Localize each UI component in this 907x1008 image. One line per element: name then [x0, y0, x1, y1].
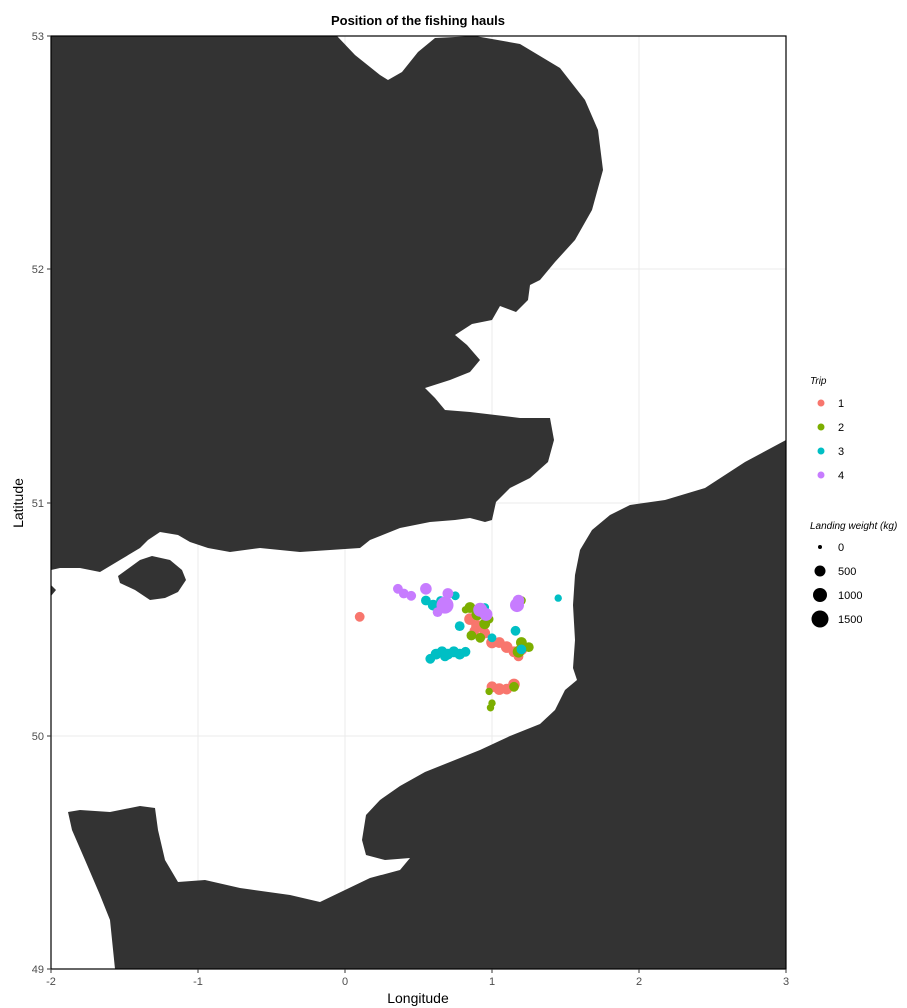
haul-point-trip-4 [420, 583, 432, 595]
haul-point-trip-2 [485, 687, 493, 696]
haul-point-trip-4 [406, 590, 417, 601]
haul-point-trip-2 [516, 637, 527, 648]
x-tick-label: 2 [636, 976, 642, 988]
haul-point-trip-3 [440, 651, 450, 662]
legend-key-trip-4 [817, 471, 825, 479]
chart-title: Position of the fishing hauls [331, 13, 505, 28]
haul-point-trip-3 [510, 625, 521, 636]
haul-point-trip-2 [461, 606, 470, 614]
legend-weight: Landing weight (kg) 0 500 1000 1500 [810, 521, 897, 628]
x-tick-label: -2 [46, 976, 56, 988]
legend-key-weight-1500 [811, 610, 829, 628]
land-west-edge [51, 585, 56, 596]
haul-point-trip-3 [516, 644, 527, 655]
haul-point-trip-3 [487, 633, 497, 643]
haul-point-trip-1 [354, 611, 365, 622]
land-england [51, 36, 603, 572]
legend-label-weight-0: 0 [838, 542, 844, 554]
x-tick-label: -1 [193, 976, 203, 988]
y-tick-label: 51 [32, 498, 44, 510]
legend-trip-title: Trip [810, 376, 827, 387]
y-tick-label: 53 [32, 31, 44, 43]
legend-label-weight-1000: 1000 [838, 590, 862, 602]
y-tick-label: 52 [32, 264, 44, 276]
haul-point-trip-4 [479, 608, 493, 621]
legend-key-weight-500 [814, 565, 826, 577]
haul-point-trip-2 [475, 632, 486, 643]
legend-key-weight-1000 [813, 588, 827, 602]
x-tick-label: 0 [342, 976, 348, 988]
legend-trip: Trip 1 2 3 4 [810, 376, 844, 482]
haul-point-trip-2 [466, 630, 477, 641]
y-axis-title: Latitude [10, 478, 26, 528]
map-panel [50, 35, 787, 970]
haul-point-trip-4 [512, 594, 525, 607]
legend-key-weight-0 [818, 545, 822, 549]
haul-point-trip-4 [398, 588, 409, 599]
haul-point-trip-4 [432, 607, 443, 617]
haul-point-trip-2 [523, 642, 534, 652]
y-tick-label: 50 [32, 731, 44, 743]
x-tick-label: 1 [489, 976, 495, 988]
land-france [68, 440, 786, 969]
haul-point-trip-2 [486, 704, 495, 712]
x-axis-title: Longitude [387, 990, 449, 1006]
x-tick-label: 3 [783, 976, 789, 988]
legend-label-trip-1: 1 [838, 398, 844, 410]
y-axis: 49 50 51 52 53 Latitude [10, 31, 51, 976]
land-isle-of-wight [118, 556, 186, 600]
legend-weight-title: Landing weight (kg) [810, 521, 897, 532]
haul-point-trip-2 [509, 681, 519, 692]
legend-key-trip-2 [817, 423, 825, 431]
legend-label-trip-2: 2 [838, 422, 844, 434]
legend-label-trip-4: 4 [838, 470, 844, 482]
haul-point-trip-3 [460, 646, 471, 657]
legend-key-trip-3 [817, 447, 825, 455]
legend-label-weight-1500: 1500 [838, 614, 862, 626]
x-axis: -2 -1 0 1 2 3 Longitude [46, 969, 789, 1006]
legend-label-trip-3: 3 [838, 446, 844, 458]
haul-point-trip-3 [554, 594, 562, 602]
legend-label-weight-500: 500 [838, 566, 856, 578]
haul-point-trip-3 [454, 621, 465, 631]
haul-points [354, 583, 562, 712]
haul-point-trip-4 [442, 588, 454, 599]
y-tick-label: 49 [32, 964, 44, 976]
legend-key-trip-1 [817, 399, 825, 407]
